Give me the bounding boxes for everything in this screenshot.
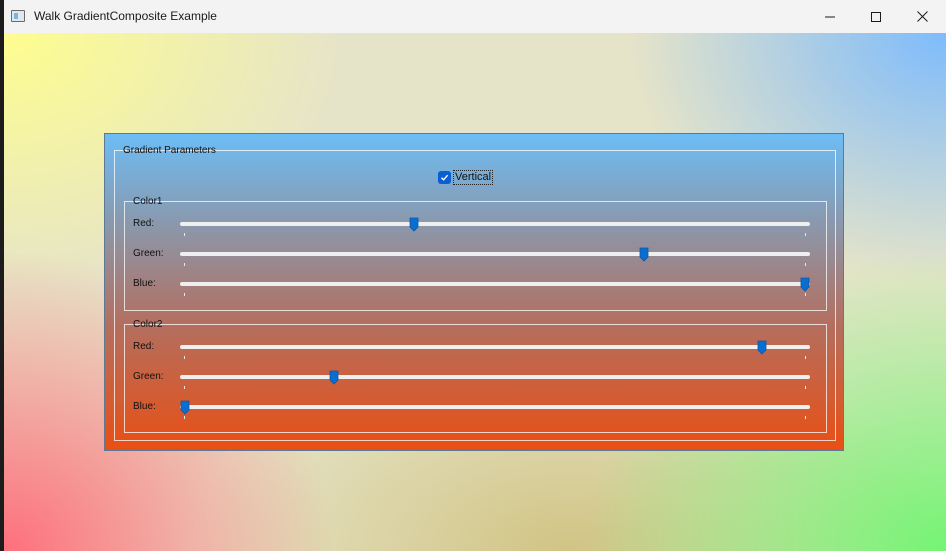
color2-blue-slider-tick	[184, 416, 185, 419]
checkmark-icon	[441, 174, 449, 181]
window-title: Walk GradientComposite Example	[34, 9, 217, 23]
color1-green-slider-thumb[interactable]	[639, 247, 649, 262]
minimize-button[interactable]	[807, 0, 853, 33]
color1-red-slider-tick	[184, 233, 185, 236]
color1-green-slider-track[interactable]	[180, 252, 810, 256]
color2-red-label: Red:	[133, 341, 155, 352]
color1-group	[124, 201, 827, 311]
color2-blue-slider-tick	[805, 416, 806, 419]
color1-red-label: Red:	[133, 218, 155, 229]
vertical-checkbox-label[interactable]: Vertical	[453, 170, 494, 185]
color2-green-slider-tick	[184, 386, 185, 389]
color1-blue-label: Blue:	[133, 278, 156, 289]
color2-red-slider-tick	[184, 356, 185, 359]
color2-blue-slider-thumb[interactable]	[180, 400, 190, 415]
maximize-button[interactable]	[853, 0, 899, 33]
gradient-background: Gradient Parameters Vertical Color1 Colo…	[4, 33, 946, 551]
color2-green-label: Green:	[133, 371, 164, 382]
maximize-icon	[871, 11, 881, 22]
color1-blue-slider-tick	[805, 293, 806, 296]
color2-red-slider-tick	[805, 356, 806, 359]
color2-red-slider-thumb[interactable]	[757, 340, 767, 355]
title-bar[interactable]: Walk GradientComposite Example	[4, 0, 946, 33]
color2-group-title: Color2	[133, 319, 163, 330]
color1-green-label: Green:	[133, 248, 164, 259]
color1-green-slider-tick	[805, 263, 806, 266]
minimize-icon	[825, 16, 835, 17]
close-icon	[916, 11, 928, 22]
color2-green-slider-track[interactable]	[180, 375, 810, 379]
color1-green-slider-tick	[184, 263, 185, 266]
color2-green-slider-thumb[interactable]	[329, 370, 339, 385]
color1-red-slider-tick	[805, 233, 806, 236]
color2-green-slider-tick	[805, 386, 806, 389]
gradient-parameters-panel: Gradient Parameters Vertical Color1 Colo…	[104, 133, 844, 451]
app-window: Walk GradientComposite Example Gradient …	[4, 0, 946, 551]
app-window-icon	[11, 10, 25, 22]
gradient-parameters-group	[114, 150, 836, 441]
gradient-parameters-title: Gradient Parameters	[123, 145, 216, 156]
color2-group	[124, 324, 827, 433]
color1-group-title: Color1	[133, 196, 163, 207]
color2-blue-label: Blue:	[133, 401, 156, 412]
color1-blue-slider-tick	[184, 293, 185, 296]
color1-red-slider-track[interactable]	[180, 222, 810, 226]
color2-blue-slider-track[interactable]	[180, 405, 810, 409]
color1-red-slider-thumb[interactable]	[409, 217, 419, 232]
color1-blue-slider-track[interactable]	[180, 282, 810, 286]
color1-blue-slider-thumb[interactable]	[800, 277, 810, 292]
vertical-checkbox[interactable]	[438, 171, 451, 184]
color2-red-slider-track[interactable]	[180, 345, 810, 349]
close-button[interactable]	[899, 0, 945, 33]
